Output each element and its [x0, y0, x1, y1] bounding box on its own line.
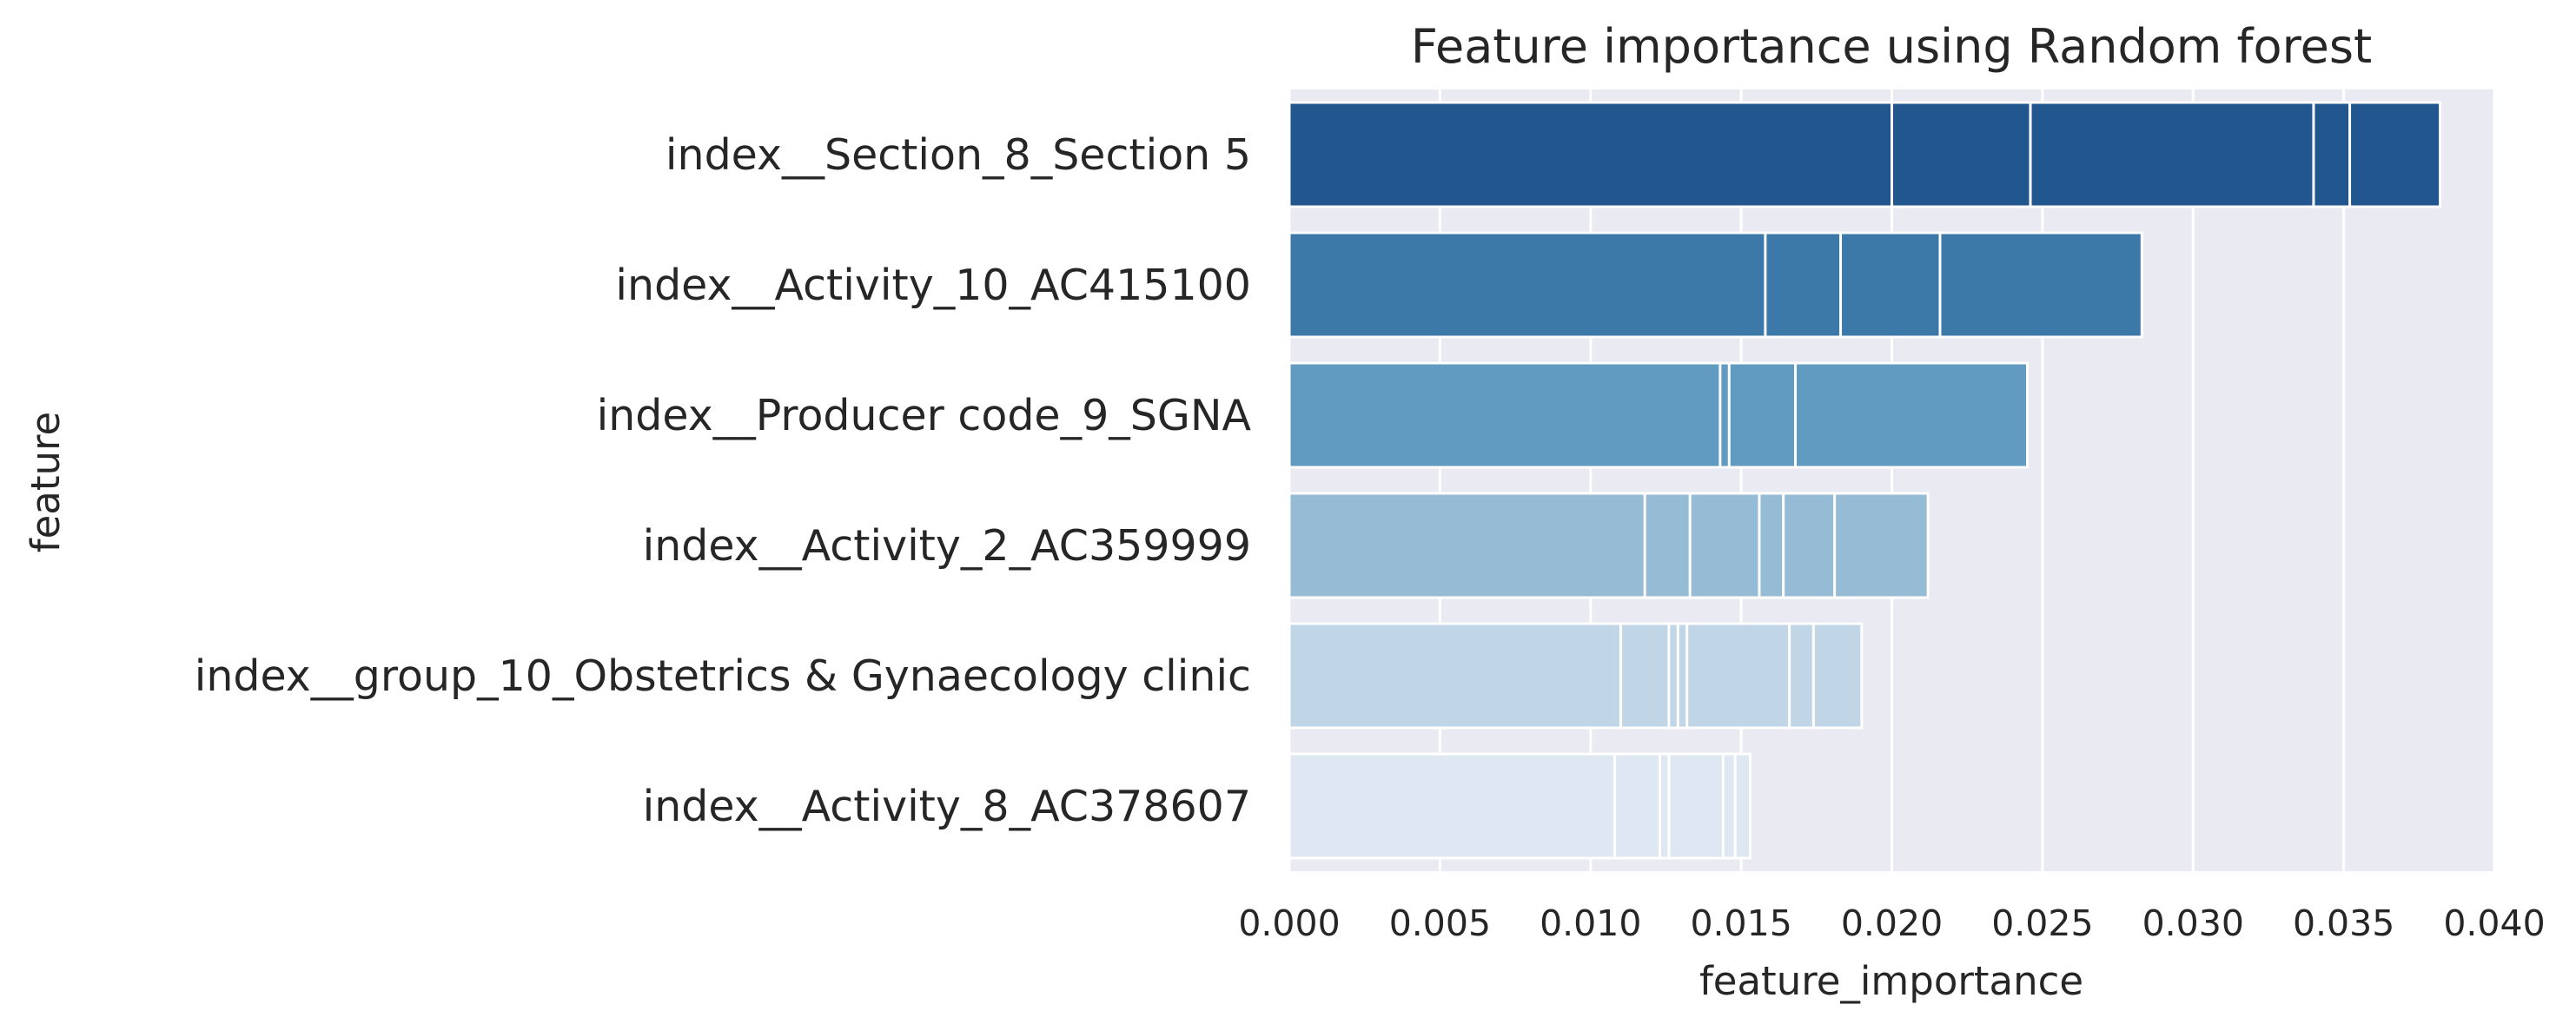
y-tick-label: index__Producer code_9_SGNA — [597, 391, 1252, 440]
x-tick-label: 0.010 — [1540, 902, 1641, 944]
y-tick-label: index__Activity_8_AC378607 — [643, 782, 1251, 831]
bar — [1288, 231, 2143, 339]
y-tick-label: index__Activity_10_AC415100 — [615, 261, 1251, 310]
x-tick-label: 0.015 — [1690, 902, 1791, 944]
bar — [1288, 492, 1930, 599]
bar — [1288, 622, 1864, 730]
bar — [1288, 752, 1752, 860]
y-tick-label: index__group_10_Obstetrics & Gynaecology… — [195, 651, 1251, 701]
x-tick-labels: 0.000 0.005 0.010 0.015 0.020 0.025 0.030 0.035… — [1238, 902, 2545, 944]
x-tick-label: 0.035 — [2293, 902, 2394, 944]
y-tick-label: index__Section_8_Section 5 — [666, 130, 1251, 180]
x-tick-label: 0.005 — [1389, 902, 1491, 944]
x-tick-label: 0.025 — [1991, 902, 2093, 944]
grid-lines — [1288, 89, 2496, 871]
x-tick-label: 0.040 — [2443, 902, 2545, 944]
x-tick-label: 0.030 — [2142, 902, 2244, 944]
y-axis-label: feature — [23, 412, 69, 552]
y-tick-labels: index__Section_8_Section 5 index__Activit… — [195, 130, 1252, 831]
bar — [1288, 101, 2442, 208]
x-tick-label: 0.020 — [1841, 902, 1943, 944]
chart-title: Feature importance using Random forest — [1411, 19, 2372, 74]
bar — [1288, 361, 2030, 469]
x-axis-label: feature_importance — [1699, 958, 2083, 1004]
x-tick-label: 0.000 — [1238, 902, 1340, 944]
y-tick-label: index__Activity_2_AC359999 — [643, 521, 1251, 571]
bars — [1288, 101, 2442, 860]
